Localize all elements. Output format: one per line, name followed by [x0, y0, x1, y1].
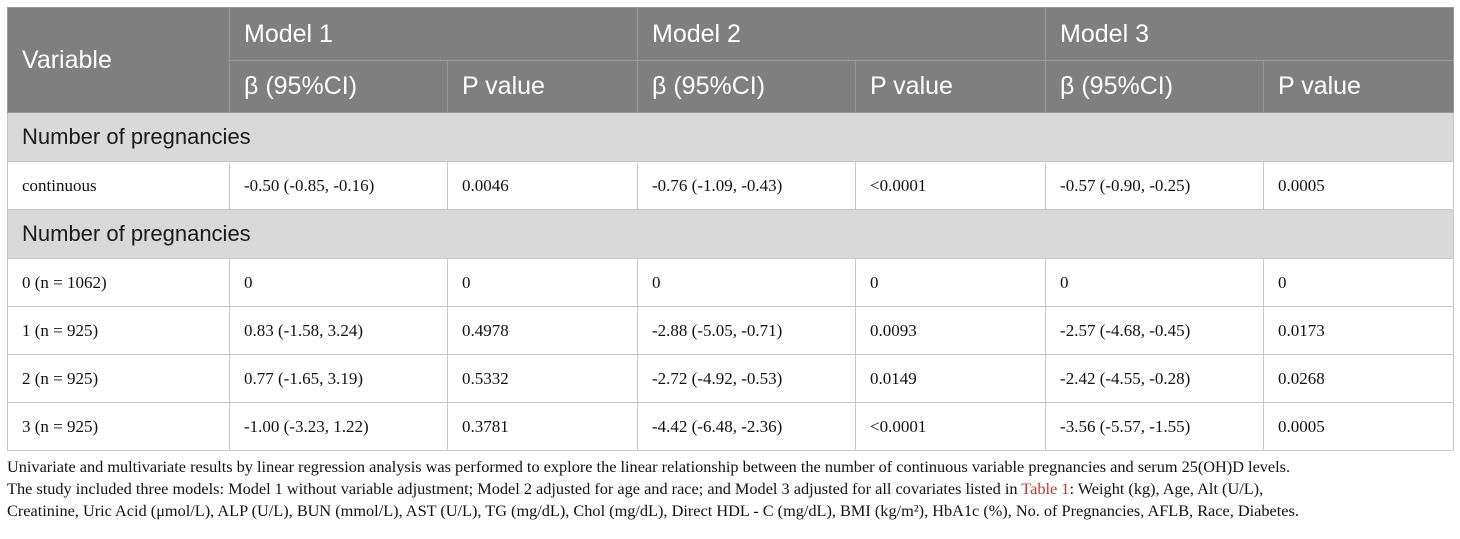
- table-cell: -1.00 (-3.23, 1.22): [229, 402, 448, 451]
- table-cell: -0.57 (-0.90, -0.25): [1045, 161, 1265, 210]
- table-cell: <0.0001: [855, 402, 1047, 451]
- header-beta: β (95%CI): [1045, 60, 1265, 113]
- row-label: 1 (n = 925): [7, 306, 230, 355]
- table-cell: 0: [229, 258, 448, 307]
- section-header: Number of pregnancies: [6, 209, 1455, 259]
- table-cell: -2.88 (-5.05, -0.71): [637, 306, 857, 355]
- table-cell: 0.0268: [1263, 354, 1455, 403]
- header-p-value: P value: [446, 60, 639, 113]
- table-cell: 0: [1263, 258, 1455, 307]
- table-row: 0 (n = 1062) 0 0 0 0 0 0: [7, 258, 1455, 307]
- table-cell: 0.4978: [446, 306, 639, 355]
- table-cell: -0.50 (-0.85, -0.16): [229, 161, 448, 210]
- table-row: continuous -0.50 (-0.85, -0.16) 0.0046 -…: [7, 161, 1455, 210]
- table-cell: 0.83 (-1.58, 3.24): [229, 306, 448, 355]
- header-p-value: P value: [855, 60, 1047, 113]
- header-p-value: P value: [1263, 60, 1455, 113]
- table-cell: -4.42 (-6.48, -2.36): [637, 402, 857, 451]
- table-cell: -2.72 (-4.92, -0.53): [637, 354, 857, 403]
- table-cell: 0: [1045, 258, 1265, 307]
- table-cell: 0.5332: [446, 354, 639, 403]
- table-cell: 0.0005: [1263, 402, 1455, 451]
- footnote-text: The study included three models: Model 1…: [7, 479, 1022, 498]
- header-beta: β (95%CI): [229, 60, 448, 113]
- header-beta: β (95%CI): [637, 60, 857, 113]
- row-label: 3 (n = 925): [7, 402, 230, 451]
- section-header: Number of pregnancies: [6, 112, 1455, 162]
- header-model-2: Model 2: [637, 7, 1047, 61]
- header-model-1: Model 1: [228, 7, 639, 61]
- regression-table: Variable Model 1 Model 2 Model 3 β (95%C…: [6, 7, 1455, 451]
- footnote-line: Creatinine, Uric Acid (μmol/L), ALP (U/L…: [7, 501, 1299, 520]
- header-row-models: Variable Model 1 Model 2 Model 3: [7, 7, 1455, 113]
- row-label: continuous: [7, 161, 230, 210]
- footnote-text: : Weight (kg), Age, Alt (U/L),: [1069, 479, 1264, 498]
- table-cell: -0.76 (-1.09, -0.43): [637, 161, 857, 210]
- table-1-link[interactable]: Table 1: [1021, 479, 1070, 498]
- row-label: 2 (n = 925): [7, 354, 230, 403]
- header-variable: Variable: [7, 7, 230, 113]
- table-container: Variable Model 1 Model 2 Model 3 β (95%C…: [6, 7, 1455, 522]
- table-row: 1 (n = 925) 0.83 (-1.58, 3.24) 0.4978 -2…: [7, 306, 1455, 355]
- table-cell: 0.0005: [1263, 161, 1455, 210]
- table-cell: 0.0149: [855, 354, 1047, 403]
- table-cell: 0.0093: [855, 306, 1047, 355]
- header-model-3: Model 3: [1045, 7, 1455, 61]
- table-cell: 0.77 (-1.65, 3.19): [229, 354, 448, 403]
- table-cell: 0: [446, 258, 639, 307]
- table-cell: <0.0001: [855, 161, 1047, 210]
- section-title: Number of pregnancies: [6, 112, 1455, 162]
- header-row-stats: β (95%CI) P value β (95%CI) P value β (9…: [8, 60, 1455, 113]
- table-cell: 0: [637, 258, 857, 307]
- footnote-line: Univariate and multivariate results by l…: [7, 457, 1291, 476]
- table-cell: 0: [855, 258, 1047, 307]
- footnote-line: The study included three models: Model 1…: [7, 478, 1453, 500]
- table-cell: -3.56 (-5.57, -1.55): [1045, 402, 1265, 451]
- table-cell: -2.42 (-4.55, -0.28): [1045, 354, 1265, 403]
- row-label: 0 (n = 1062): [7, 258, 230, 307]
- section-title: Number of pregnancies: [6, 209, 1455, 259]
- table-row: 2 (n = 925) 0.77 (-1.65, 3.19) 0.5332 -2…: [7, 354, 1455, 403]
- table-row: 3 (n = 925) -1.00 (-3.23, 1.22) 0.3781 -…: [7, 402, 1455, 451]
- table-cell: 0.0173: [1263, 306, 1455, 355]
- table-cell: -2.57 (-4.68, -0.45): [1045, 306, 1265, 355]
- table-footnote: Univariate and multivariate results by l…: [7, 456, 1453, 522]
- table-cell: 0.0046: [446, 161, 639, 210]
- table-cell: 0.3781: [446, 402, 639, 451]
